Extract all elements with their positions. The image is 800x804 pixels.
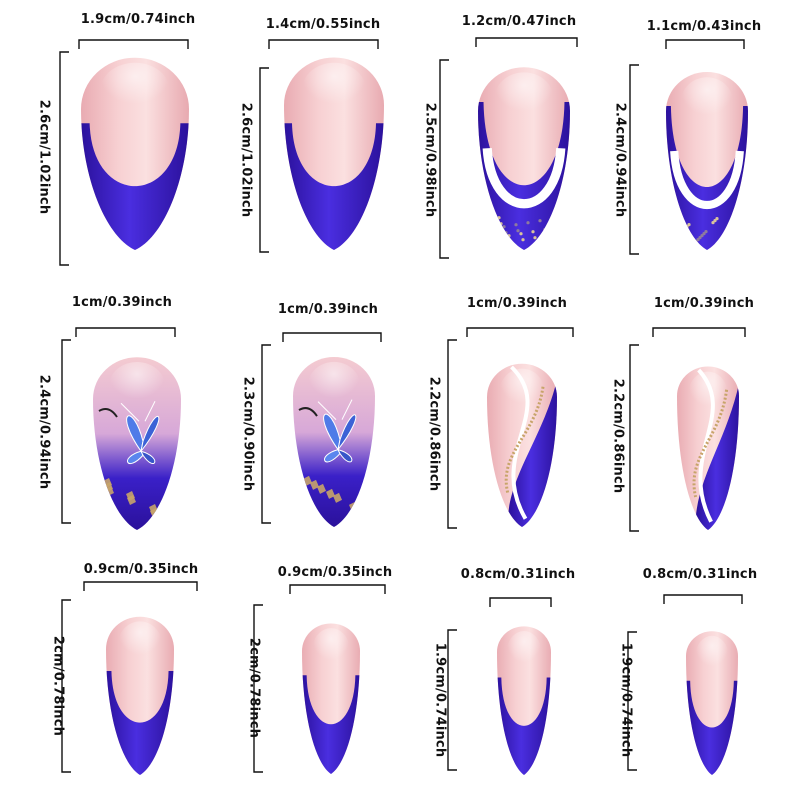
nail-9 [106,616,174,775]
width-label: 1cm/0.39inch [277,302,379,317]
height-bracket [447,629,457,771]
height-bracket [253,604,263,773]
width-label: 1.9cm/0.74inch [80,12,196,27]
height-bracket [259,67,269,253]
nail-7 [487,363,557,527]
width-label: 1cm/0.39inch [71,295,173,310]
nail-12 [686,631,738,775]
width-label: 1cm/0.39inch [466,296,568,311]
height-bracket [627,631,637,771]
height-bracket [447,339,457,529]
width-bracket [75,327,176,337]
height-label: 2.2cm/0.86inch [610,378,626,494]
butterfly-icon [120,401,160,465]
height-label: 2.4cm/0.94inch [36,374,52,490]
height-label: 2.2cm/0.86inch [426,376,442,492]
height-bracket [629,344,639,532]
width-label: 1.2cm/0.47inch [461,14,577,29]
nail-8 [677,366,739,530]
nail-4 [666,72,748,250]
nail-10 [302,623,360,774]
width-label: 1.1cm/0.43inch [646,19,762,34]
nail-5 [93,357,181,530]
nail-1 [81,57,189,251]
height-label: 1.9cm/0.74inch [432,642,448,758]
width-bracket [466,327,574,337]
height-bracket [629,64,639,255]
width-label: 0.9cm/0.35inch [83,562,199,577]
height-bracket [439,59,449,259]
width-label: 1.4cm/0.55inch [265,17,381,32]
width-bracket [663,594,743,604]
width-label: 0.8cm/0.31inch [460,567,576,582]
height-label: 2.6cm/1.02inch [36,99,52,215]
width-bracket [652,327,746,337]
height-bracket [59,51,69,266]
height-label: 2.3cm/0.90inch [240,376,256,492]
height-bracket [61,599,71,773]
height-bracket [61,339,71,524]
width-bracket [78,39,189,49]
butterfly-icon [317,399,357,463]
width-bracket [268,39,379,49]
width-bracket [665,39,745,49]
height-label: 2.4cm/0.94inch [612,102,628,218]
height-label: 2cm/0.78inch [246,637,262,739]
width-bracket [489,597,552,607]
height-label: 2cm/0.78inch [50,635,66,737]
height-label: 1.9cm/0.74inch [618,642,634,758]
width-bracket [83,581,198,591]
width-bracket [475,37,578,47]
nail-3 [478,67,570,250]
height-label: 2.5cm/0.98inch [422,102,438,218]
height-label: 2.6cm/1.02inch [238,102,254,218]
width-bracket [289,584,386,594]
height-bracket [261,344,271,524]
nail-11 [497,626,551,775]
width-label: 0.9cm/0.35inch [277,565,393,580]
width-label: 0.8cm/0.31inch [642,567,758,582]
nail-2 [284,57,384,251]
width-bracket [282,332,382,342]
width-label: 1cm/0.39inch [653,296,755,311]
nail-6 [293,357,375,527]
